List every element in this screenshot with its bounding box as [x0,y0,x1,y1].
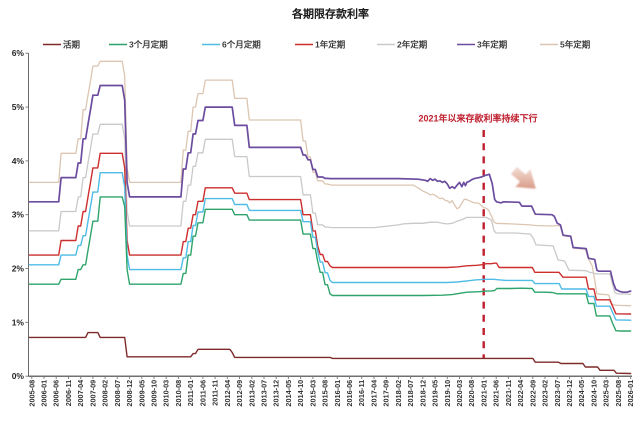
svg-text:1年定期: 1年定期 [315,40,346,50]
svg-text:2009-10: 2009-10 [150,380,159,407]
svg-text:2021-01: 2021-01 [479,380,488,407]
svg-text:1%: 1% [12,317,25,327]
svg-text:2022-09: 2022-09 [528,380,537,407]
svg-text:2021-06: 2021-06 [492,380,501,407]
svg-text:2020-08: 2020-08 [467,380,476,407]
svg-text:2008-07: 2008-07 [113,380,122,407]
svg-text:5年定期: 5年定期 [560,40,591,50]
svg-text:2018-07: 2018-07 [406,380,415,407]
svg-text:2007-04: 2007-04 [76,379,85,407]
svg-text:2%: 2% [12,264,25,274]
svg-text:2021-11: 2021-11 [504,380,513,406]
svg-text:各期限存款利率: 各期限存款利率 [291,7,369,21]
svg-text:2023-07: 2023-07 [553,380,562,407]
svg-text:2017-04: 2017-04 [370,379,379,407]
svg-text:2019-05: 2019-05 [431,380,440,407]
svg-text:2008-12: 2008-12 [125,380,134,407]
svg-text:2024-05: 2024-05 [577,380,586,407]
svg-text:2023-02: 2023-02 [541,380,550,407]
svg-text:3%: 3% [12,210,25,220]
svg-text:2006-06: 2006-06 [52,380,61,407]
svg-text:2013-02: 2013-02 [247,380,256,407]
svg-text:5%: 5% [12,102,25,112]
svg-text:2022-04: 2022-04 [516,379,525,407]
svg-text:2018-12: 2018-12 [418,380,427,407]
svg-text:2012-04: 2012-04 [223,379,232,407]
svg-text:2010-08: 2010-08 [174,380,183,407]
svg-text:2018-02: 2018-02 [394,380,403,407]
svg-text:2024-10: 2024-10 [589,380,598,407]
svg-text:2011-06: 2011-06 [198,380,207,406]
svg-text:2007-09: 2007-09 [88,380,97,407]
svg-text:2017-09: 2017-09 [382,380,391,407]
svg-text:2023-12: 2023-12 [565,380,574,407]
svg-text:2016-01: 2016-01 [333,380,342,407]
svg-text:2015-08: 2015-08 [321,380,330,407]
svg-text:2006-11: 2006-11 [64,380,73,406]
svg-text:2013-07: 2013-07 [260,380,269,407]
svg-text:2012-09: 2012-09 [235,380,244,407]
svg-text:3个月定期: 3个月定期 [129,40,168,50]
svg-text:2019-10: 2019-10 [443,380,452,407]
svg-text:2009-05: 2009-05 [137,380,146,407]
svg-text:2015-03: 2015-03 [308,380,317,407]
svg-text:2008-02: 2008-02 [101,380,110,407]
svg-text:2013-12: 2013-12 [272,380,281,407]
svg-text:2011-01: 2011-01 [186,380,195,406]
svg-text:2014-05: 2014-05 [284,380,293,407]
svg-text:3年定期: 3年定期 [477,40,508,50]
svg-text:2006-01: 2006-01 [40,380,49,407]
svg-text:6%: 6% [12,48,25,58]
svg-text:6个月定期: 6个月定期 [222,40,261,50]
svg-text:活期: 活期 [63,40,81,50]
svg-text:2026-01: 2026-01 [626,380,635,407]
svg-text:2011-11: 2011-11 [211,380,220,406]
svg-text:2010-03: 2010-03 [162,380,171,407]
svg-text:2年定期: 2年定期 [397,40,428,50]
svg-text:2016-11: 2016-11 [357,380,366,406]
svg-text:2025-08: 2025-08 [614,380,623,407]
svg-text:2005-08: 2005-08 [27,380,36,407]
svg-text:4%: 4% [12,156,25,166]
svg-text:2020-03: 2020-03 [455,380,464,407]
svg-text:2021年以来存款利率持续下行: 2021年以来存款利率持续下行 [418,113,537,124]
svg-text:2016-06: 2016-06 [345,380,354,407]
svg-text:2025-03: 2025-03 [602,380,611,407]
svg-text:0%: 0% [12,371,25,381]
svg-text:2014-10: 2014-10 [296,380,305,407]
